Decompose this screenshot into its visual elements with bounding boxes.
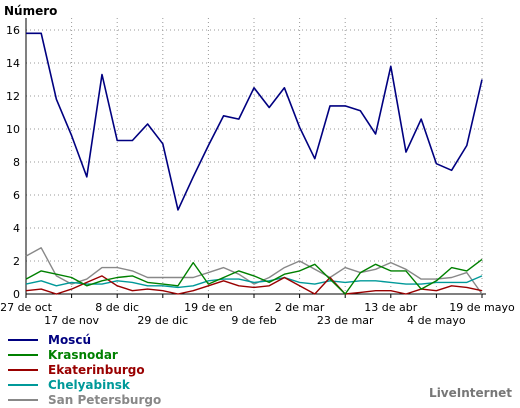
legend-swatch: [8, 368, 38, 371]
x-tick-label: 23 de mar: [317, 314, 374, 327]
legend-label: San Petersburgo: [48, 392, 162, 407]
series-line-moscu: [26, 32, 483, 211]
series-line-krasnodar: [25, 258, 483, 295]
y-tick-label: 10: [6, 123, 20, 136]
legend-swatch: [8, 383, 38, 386]
legend-label: Krasnodar: [48, 347, 118, 362]
series-line-san-petersburgo: [25, 247, 483, 295]
legend-label: Ekaterinburgo: [48, 362, 145, 377]
x-tick-label: 4 de mayo: [407, 314, 466, 327]
x-tick-label: 27 de oct: [0, 301, 53, 314]
legend-item-moscu: Moscú: [8, 332, 161, 347]
y-tick-label: 2: [13, 255, 20, 268]
x-tick-label: 19 de mayo: [449, 301, 515, 314]
legend-label: Moscú: [48, 332, 91, 347]
x-tick-label: 9 de feb: [231, 314, 276, 327]
y-tick-label: 4: [13, 222, 20, 235]
legend-item-ekaterinburgo: Ekaterinburgo: [8, 362, 161, 377]
x-tick-label: 29 de dic: [137, 314, 188, 327]
legend-swatch: [8, 398, 38, 401]
y-tick-label: 6: [13, 189, 20, 202]
plot-area: [26, 18, 486, 294]
footer-brand: LiveInternet: [429, 386, 512, 400]
x-tick-label: 17 de nov: [44, 314, 99, 327]
x-tick-label: 19 de en: [184, 301, 233, 314]
x-tick-label: 13 de abr: [364, 301, 417, 314]
legend-swatch: [8, 353, 38, 356]
y-tick-label: 14: [6, 57, 20, 70]
legend-label: Chelyabinsk: [48, 377, 130, 392]
series-line-ekaterinburgo: [25, 275, 483, 295]
y-axis-title: Número: [4, 4, 58, 18]
legend-item-chelyabinsk: Chelyabinsk: [8, 377, 161, 392]
x-tick-label: 8 de dic: [95, 301, 139, 314]
y-tick-label: 16: [6, 24, 20, 37]
x-tick-label: 2 de mar: [275, 301, 325, 314]
legend-item-krasnodar: Krasnodar: [8, 347, 161, 362]
legend: Moscú Krasnodar Ekaterinburgo Chelyabinsk Sa…: [8, 332, 161, 407]
y-tick-label: 8: [13, 156, 20, 169]
series-line-chelyabinsk: [25, 275, 483, 289]
y-tick-label: 12: [6, 90, 20, 103]
legend-swatch: [8, 338, 38, 341]
y-tick-label: 0: [13, 288, 20, 301]
legend-item-san-petersburgo: San Petersburgo: [8, 392, 161, 407]
